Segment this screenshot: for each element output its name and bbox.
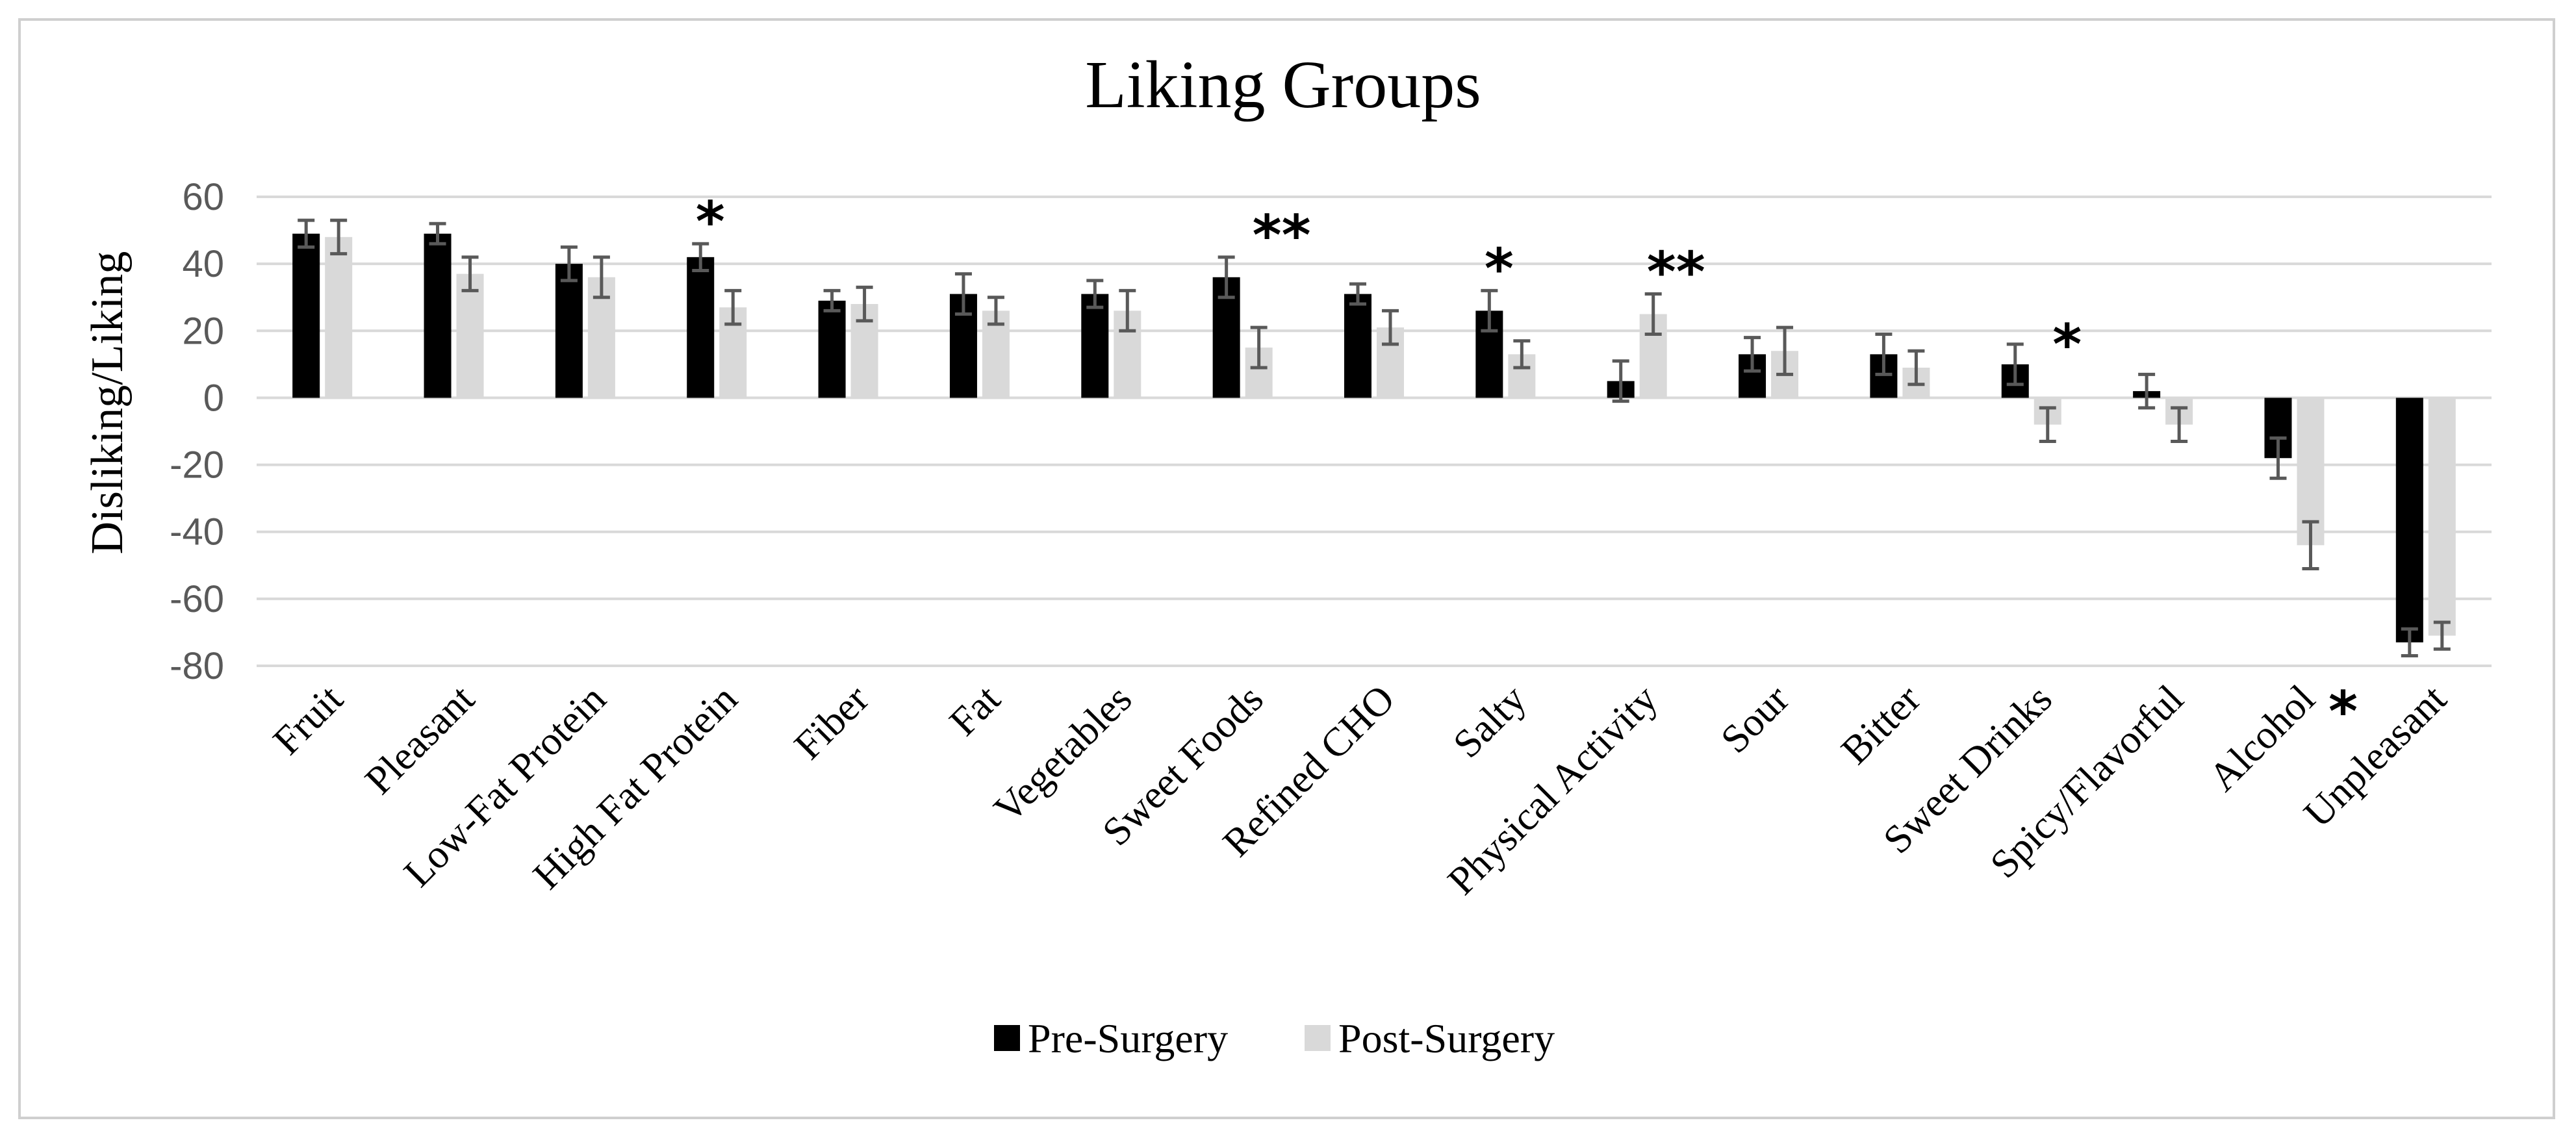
error-bar-pre-surgery-low-fat-protein [560, 245, 578, 283]
error-bar-post-surgery-sour [1776, 325, 1794, 376]
x-tick-label-fat: Fat [941, 677, 1009, 744]
chart-frame [18, 18, 2555, 1119]
y-tick-label: -60 [170, 578, 224, 620]
bar-pre-surgery-vegetables [1081, 294, 1109, 398]
significance-marker-physical-activity: ** [1647, 240, 1705, 305]
error-bar-pre-surgery-spicy-flavorful [2138, 372, 2156, 410]
bar-pre-surgery-fruit [292, 233, 320, 398]
x-tick-label-sour: Sour [1713, 677, 1798, 762]
bar-post-surgery-pleasant [456, 273, 484, 398]
error-bar-post-surgery-salty [1513, 339, 1531, 370]
error-bar-pre-surgery-vegetables [1086, 279, 1104, 309]
legend-label-post-surgery: Post-Surgery [1338, 1015, 1555, 1061]
error-bar-pre-surgery-sweet-drinks [2006, 342, 2024, 386]
chart-title: Liking Groups [1085, 47, 1481, 122]
error-bar-post-surgery-physical-activity [1644, 292, 1662, 336]
y-tick-label: 0 [203, 377, 224, 419]
error-bar-pre-surgery-fat [954, 272, 972, 316]
error-bar-pre-surgery-high-fat-protein [692, 242, 709, 272]
error-bar-pre-surgery-alcohol [2269, 436, 2287, 480]
significance-marker-sweet-foods: ** [1253, 203, 1311, 268]
error-bar-post-surgery-low-fat-protein [593, 255, 610, 299]
error-bar-pre-surgery-physical-activity [1612, 359, 1629, 403]
error-bar-pre-surgery-unpleasant [2401, 627, 2418, 658]
y-tick-label: 20 [182, 310, 224, 352]
error-bar-pre-surgery-refined-cho [1349, 282, 1366, 306]
error-bar-post-surgery-unpleasant [2433, 620, 2451, 651]
error-bar-pre-surgery-bitter [1875, 332, 1893, 376]
error-bar-pre-surgery-pleasant [429, 222, 446, 246]
y-tick-label: -20 [170, 444, 224, 487]
bar-post-surgery-fruit [325, 236, 353, 398]
x-tick-label-fiber: Fiber [786, 677, 878, 768]
error-bar-pre-surgery-sweet-foods [1218, 255, 1235, 299]
error-bar-pre-surgery-fiber [823, 288, 841, 312]
x-tick-label-salty: Salty [1445, 677, 1535, 766]
error-bar-post-surgery-vegetables [1119, 288, 1136, 333]
significance-marker-salty: * [1485, 236, 1514, 301]
y-tick-label: -40 [170, 511, 224, 553]
legend-swatch-post-surgery [1305, 1025, 1331, 1051]
y-tick-label: -80 [170, 645, 224, 687]
legend-label-pre-surgery: Pre-Surgery [1028, 1015, 1228, 1061]
error-bar-post-surgery-fruit [330, 218, 348, 256]
bar-pre-surgery-pleasant [424, 233, 452, 398]
y-axis-label: Disliking/Liking [83, 251, 133, 555]
significance-marker-alcohol: * [2328, 679, 2358, 744]
error-bar-post-surgery-high-fat-protein [724, 288, 742, 326]
error-bar-post-surgery-sweet-drinks [2039, 406, 2056, 443]
error-bar-pre-surgery-sour [1744, 336, 1761, 373]
x-tick-label-unpleasant: Unpleasant [2295, 677, 2455, 836]
error-bar-post-surgery-fat [987, 296, 1004, 326]
significance-markers: * *** **** [696, 190, 2358, 744]
gridlines [257, 196, 2492, 667]
error-bar-post-surgery-sweet-foods [1250, 325, 1268, 370]
error-bar-post-surgery-spicy-flavorful [2171, 406, 2188, 443]
y-tick-label: 40 [182, 243, 224, 285]
bar-pre-surgery-refined-cho [1344, 294, 1371, 398]
y-tick-label: 60 [182, 176, 224, 218]
significance-marker-sweet-drinks: * [2052, 312, 2082, 377]
y-axis-ticks: 60 40 20 0 -20 -40 -60 -80 [170, 176, 224, 687]
legend: Pre-Surgery Post-Surgery [994, 1015, 1555, 1061]
significance-marker-high-fat-protein: * [696, 190, 725, 255]
bar-pre-surgery-low-fat-protein [555, 264, 583, 398]
x-tick-label-fruit: Fruit [265, 677, 351, 763]
bar-pre-surgery-fiber [818, 300, 846, 398]
error-bar-pre-surgery-fruit [298, 218, 315, 249]
error-bar-post-surgery-refined-cho [1382, 309, 1399, 346]
error-bars [298, 218, 2451, 658]
error-bar-pre-surgery-salty [1481, 288, 1498, 333]
x-tick-label-pleasant: Pleasant [357, 677, 483, 803]
error-bar-post-surgery-pleasant [461, 255, 479, 292]
bar-pre-surgery-high-fat-protein [687, 257, 715, 398]
bar-pre-surgery-unpleasant [2395, 398, 2423, 642]
error-bar-post-surgery-bitter [1907, 349, 1925, 386]
error-bar-post-surgery-fiber [856, 285, 873, 323]
bars [292, 233, 2456, 642]
legend-swatch-pre-surgery [994, 1025, 1020, 1051]
x-tick-label-bitter: Bitter [1833, 677, 1929, 773]
x-tick-label-alcohol: Alcohol [2200, 677, 2323, 800]
bar-post-surgery-unpleasant [2428, 398, 2456, 636]
error-bar-post-surgery-alcohol [2302, 520, 2319, 570]
